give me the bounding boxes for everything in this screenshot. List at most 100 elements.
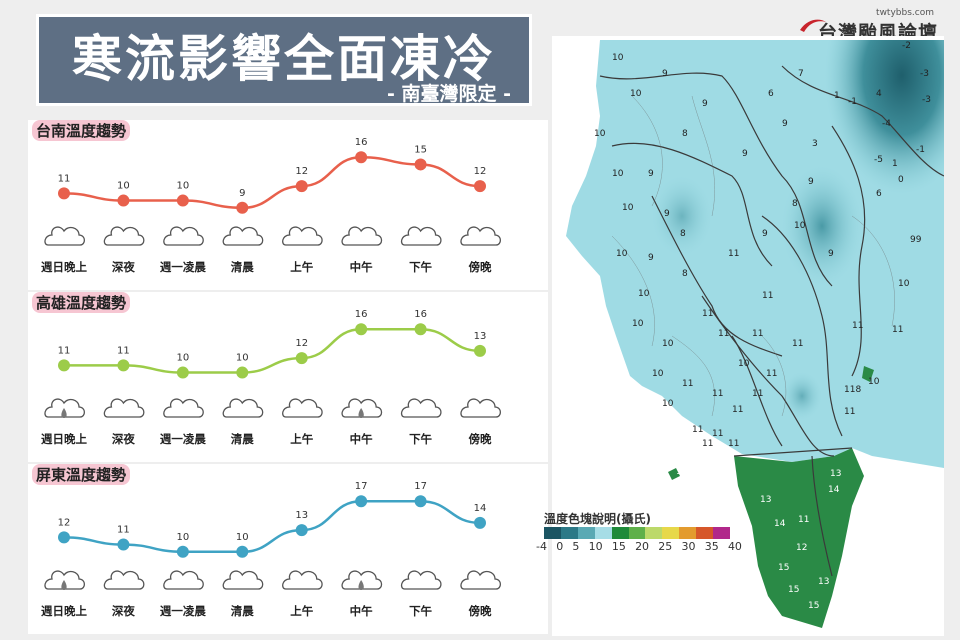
- legend-swatch: [645, 527, 663, 539]
- station-value: 10: [622, 203, 634, 213]
- data-label: 11: [117, 345, 130, 356]
- legend-tick: 35: [704, 540, 719, 553]
- station-value: 9: [782, 119, 788, 129]
- station-value: 11: [792, 339, 803, 349]
- station-value: 11: [752, 389, 763, 399]
- data-point: [295, 524, 308, 537]
- data-label: 11: [58, 345, 71, 356]
- cloud-icon: [103, 398, 145, 418]
- rain-cloud-icon: [44, 570, 86, 590]
- data-label: 12: [295, 338, 308, 349]
- data-point: [236, 545, 249, 558]
- station-value: 13: [830, 469, 841, 479]
- station-value: 13: [676, 467, 687, 477]
- x-tick-label: 清晨: [231, 432, 254, 446]
- legend-swatch: [662, 527, 680, 539]
- data-label: 16: [414, 309, 427, 320]
- legend-ticks: -4 0 5 10 15 20 25 30 35 40: [536, 540, 742, 554]
- station-value: 8: [682, 129, 688, 139]
- data-point: [474, 180, 486, 193]
- data-label: 10: [117, 181, 130, 192]
- data-point: [176, 366, 189, 379]
- rain-cloud-icon: [44, 398, 86, 418]
- x-tick-label: 深夜: [112, 260, 135, 274]
- cloud-icon: [222, 570, 264, 590]
- data-label: 10: [176, 181, 189, 192]
- rain-cloud-icon: [341, 570, 383, 590]
- station-value: 8: [792, 199, 798, 209]
- cloud-icon: [400, 570, 442, 590]
- legend-swatch: [679, 527, 697, 539]
- data-point: [414, 158, 427, 171]
- station-value: 9: [648, 253, 654, 263]
- data-point: [236, 366, 249, 379]
- cloud-icon: [400, 226, 442, 246]
- legend-tick: 30: [681, 540, 696, 553]
- station-labels: 10 10 9 8 9 10 10 9 10 9 8 9 9 6 7 3 1 -…: [594, 41, 931, 611]
- x-tick-label: 清晨: [231, 604, 254, 618]
- kaohsiung-chart: 11 週日晚上 11 深夜 10 週一凌晨 10 清晨 12 上午 16 中午 16 下午 13 傍晚: [41, 309, 502, 446]
- station-value: 1: [892, 159, 898, 169]
- station-value: 10: [662, 399, 674, 409]
- cloud-icon: [282, 570, 323, 590]
- legend-tick: 0: [556, 540, 564, 553]
- station-value: 1: [834, 91, 840, 101]
- chart-title: 高雄溫度趨勢: [32, 292, 131, 313]
- data-label: 14: [474, 503, 487, 514]
- data-label: 12: [295, 166, 308, 177]
- chart-title: 屏東溫度趨勢: [32, 464, 131, 485]
- data-point: [295, 352, 308, 365]
- station-value: 4: [876, 89, 882, 99]
- station-value: 9: [662, 69, 668, 79]
- x-tick-label: 上午: [290, 604, 313, 618]
- station-value: 10: [594, 129, 606, 139]
- data-point: [117, 538, 130, 551]
- data-label: 11: [117, 525, 130, 536]
- station-value: 15: [778, 563, 789, 573]
- x-tick-label: 傍晚: [469, 604, 492, 618]
- pingtung-panel: 屏東溫度趨勢 12 週日晚上 11 深夜 10 週一凌晨 10 清晨 13 上午 17 中午 17 下午 1…: [28, 464, 548, 634]
- station-value: 11: [798, 515, 809, 525]
- page-subtitle: - 南臺灣限定 -: [386, 83, 511, 105]
- legend-swatch: [560, 527, 578, 539]
- station-value: 11: [712, 389, 723, 399]
- data-label: 10: [176, 532, 189, 543]
- x-tick-label: 上午: [290, 260, 313, 274]
- x-tick-label: 深夜: [112, 604, 135, 618]
- station-value: 10: [662, 339, 674, 349]
- title-banner: 寒流影響全面凍冷 - 南臺灣限定 -: [36, 14, 532, 106]
- data-point: [414, 495, 427, 508]
- legend-swatch: [696, 527, 714, 539]
- x-tick-label: 週一凌晨: [160, 604, 206, 618]
- station-value: 9: [664, 209, 670, 219]
- cloud-icon: [282, 398, 323, 418]
- data-point: [295, 180, 308, 193]
- chart-title: 台南溫度趨勢: [32, 120, 131, 141]
- x-tick-label: 下午: [409, 604, 432, 618]
- legend-tick: 15: [611, 540, 626, 553]
- data-label: 10: [176, 353, 189, 364]
- data-label: 13: [474, 331, 487, 342]
- cloud-icon: [103, 226, 145, 246]
- station-value: 14: [774, 519, 786, 529]
- cloud-icon: [222, 398, 264, 418]
- station-value: 10: [630, 89, 642, 99]
- x-tick-label: 週日晚上: [41, 260, 87, 274]
- legend-tick: 20: [635, 540, 650, 553]
- data-label: 10: [236, 532, 249, 543]
- legend-tick: 10: [588, 540, 603, 553]
- station-value: 15: [808, 601, 819, 611]
- x-tick-label: 傍晚: [469, 260, 492, 274]
- station-value: 10: [632, 319, 644, 329]
- station-value: 10: [898, 279, 910, 289]
- legend-tick: -4: [536, 540, 547, 553]
- tainan-chart: 11 週日晚上 10 深夜 10 週一凌晨 9 清晨 12 上午 16 中午 15 下午 12 傍晚: [41, 137, 502, 274]
- legend-color-bar: [544, 527, 730, 539]
- pingtung-chart: 12 週日晚上 11 深夜 10 週一凌晨 10 清晨 13 上午 17 中午 17 下午 14 傍晚: [41, 481, 502, 618]
- station-value: 9: [828, 249, 834, 259]
- cloud-icon: [460, 226, 502, 246]
- station-value: 6: [768, 89, 774, 99]
- station-value: 10: [738, 359, 750, 369]
- station-value: 11: [728, 249, 739, 259]
- station-value: 9: [762, 229, 768, 239]
